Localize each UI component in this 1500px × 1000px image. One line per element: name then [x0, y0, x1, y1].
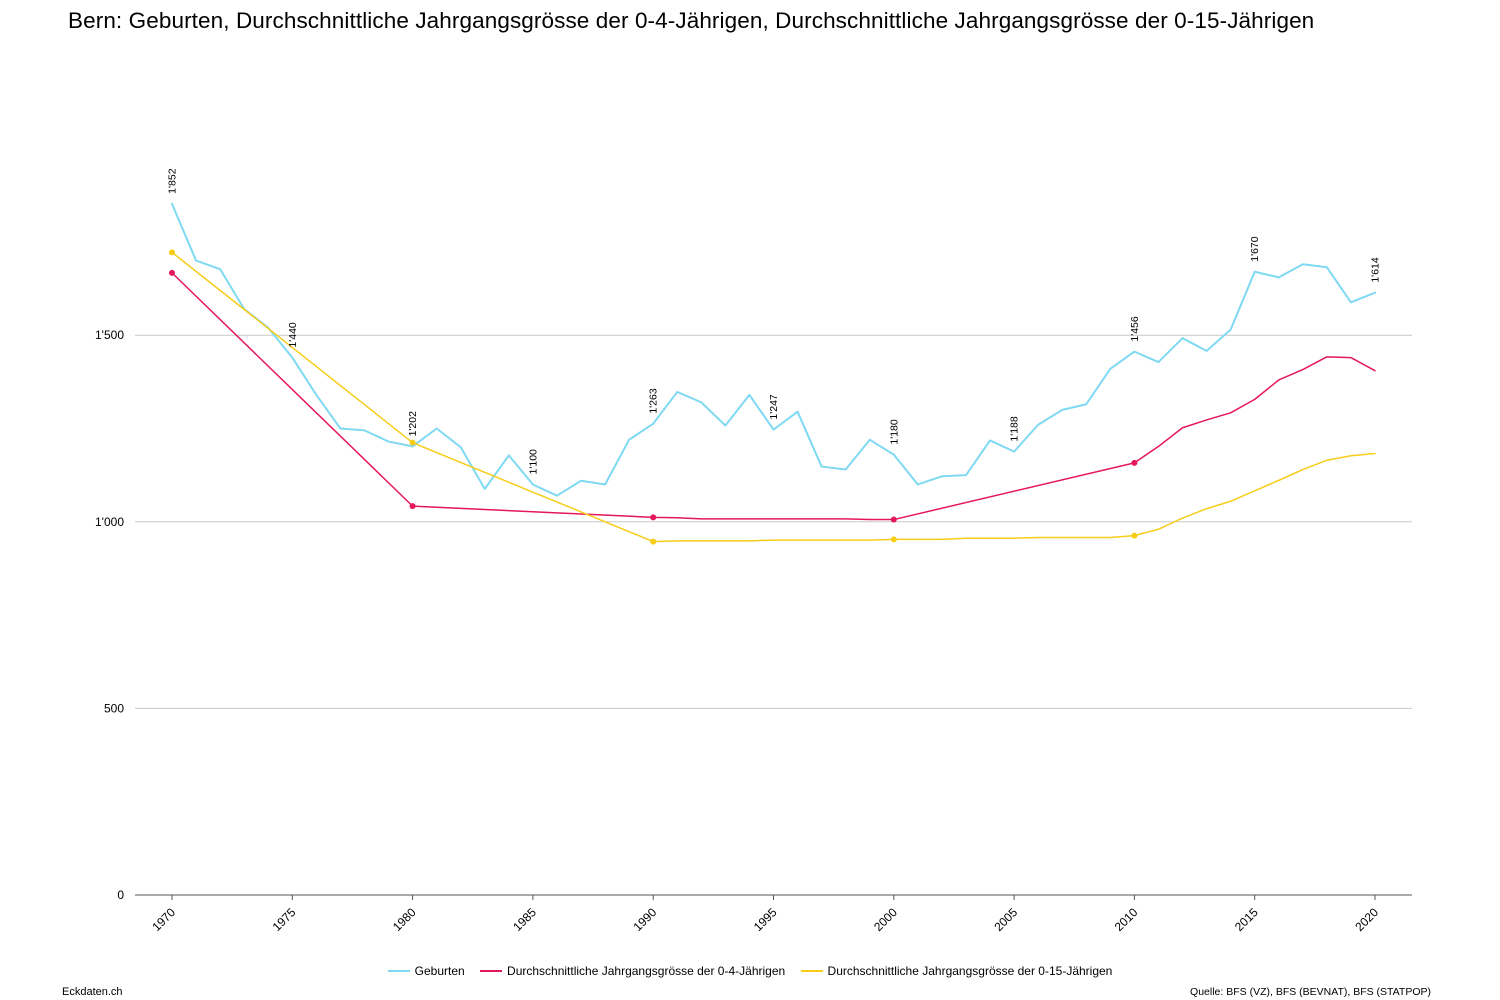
y-tick-label: 1'000: [95, 515, 124, 529]
data-point-jg015: [650, 538, 657, 545]
data-point-jg04: [650, 514, 657, 521]
chart-title: Bern: Geburten, Durchschnittliche Jahrga…: [68, 8, 1315, 33]
data-label-geburten: 1'263: [648, 388, 660, 414]
legend-label-geburten: Geburten: [414, 964, 465, 978]
x-tick-label: 1980: [390, 905, 419, 934]
series-line-jg015: [171, 251, 1376, 543]
data-label-geburten: 1'852: [167, 168, 179, 194]
data-label-geburten: 1'100: [527, 449, 539, 475]
data-point-jg015: [169, 249, 175, 256]
x-axis: 0 500 1'000 1'500 1970 1975 1980 1985 1990 1995 20…: [95, 328, 1412, 934]
data-point-jg04: [1131, 459, 1138, 466]
footer-source: Quelle: BFS (VZ), BFS (BEVNAT), BFS (STA…: [1190, 986, 1431, 998]
data-point-jg015: [1131, 532, 1138, 539]
data-point-jg015: [409, 439, 416, 446]
data-label-geburten: 1'188: [1009, 416, 1021, 442]
x-tick-label: 1990: [631, 905, 660, 934]
grid-lines: [135, 334, 1412, 709]
legend-swatch-geburten: [387, 970, 410, 972]
x-tick-label: 1975: [270, 905, 299, 934]
series-line-jg04: [171, 272, 1376, 521]
legend-label-jg015: Durchschnittliche Jahrgangsgrösse der 0-…: [827, 964, 1113, 978]
x-tick-label: 1985: [510, 905, 539, 934]
x-tick-label: 2000: [871, 905, 900, 934]
data-point-jg04: [409, 503, 416, 510]
data-labels: 1'852 1'440 1'202 1'100 1'263 1'247 1'180 1'188…: [167, 168, 1382, 474]
legend-label-jg04: Durchschnittliche Jahrgangsgrösse der 0-…: [507, 964, 786, 978]
data-point-jg04: [169, 269, 175, 276]
data-label-geburten: 1'614: [1370, 257, 1382, 283]
x-tick-label: 2005: [991, 905, 1020, 934]
data-label-geburten: 1'440: [287, 322, 299, 348]
data-label-geburten: 1'180: [888, 419, 900, 445]
x-tick-label: 2010: [1112, 905, 1141, 934]
data-label-geburten: 1'456: [1129, 316, 1141, 342]
y-tick-label: 500: [104, 701, 124, 715]
legend-item-jg04[interactable]: Durchschnittliche Jahrgangsgrösse der 0-…: [480, 964, 785, 978]
legend-item-jg015[interactable]: Durchschnittliche Jahrgangsgrösse der 0-…: [800, 964, 1113, 978]
legend-item-geburten[interactable]: Geburten: [387, 964, 465, 978]
data-label-geburten: 1'202: [407, 411, 419, 437]
x-tick-label: 1995: [751, 905, 780, 934]
data-label-geburten: 1'247: [768, 394, 780, 420]
footer-brand: Eckdaten.ch: [62, 986, 123, 998]
x-tick-label: 1970: [149, 905, 178, 934]
legend: Geburten Durchschnittliche Jahrgangsgrös…: [0, 961, 1500, 978]
series-line-geburten: [171, 202, 1376, 497]
x-tick-label: 2020: [1352, 905, 1381, 934]
legend-swatch-jg04: [480, 970, 503, 972]
y-tick-label: 1'500: [95, 328, 124, 342]
series-markers: [169, 249, 1138, 545]
data-point-jg04: [890, 516, 897, 523]
x-tick-label: 2015: [1232, 905, 1261, 934]
legend-swatch-jg015: [800, 970, 823, 972]
data-point-jg015: [890, 536, 897, 543]
data-label-geburten: 1'670: [1249, 236, 1261, 262]
series-lines: [171, 202, 1376, 543]
y-tick-label: 0: [117, 888, 124, 902]
